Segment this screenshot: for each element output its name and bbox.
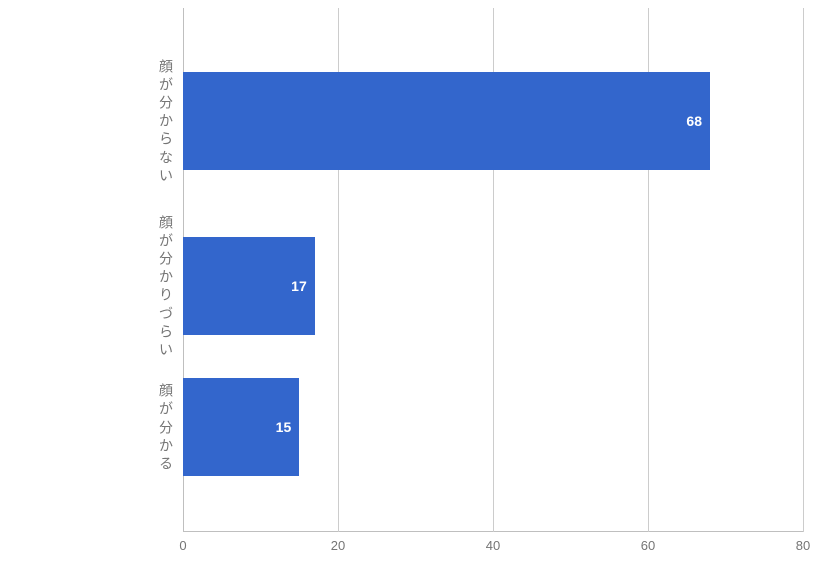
x-tick-label: 80 (796, 538, 810, 553)
bar: 17 (183, 237, 315, 335)
x-tick-label: 60 (641, 538, 655, 553)
bar-value-label: 68 (686, 113, 702, 129)
y-category-label: 顔が分からない (159, 57, 173, 184)
bar-value-label: 15 (276, 419, 292, 435)
y-category-label: 顔が分かりづら い (159, 213, 173, 359)
gridline (803, 8, 804, 532)
plot-area: 02040608068顔が分からない17顔が分かりづら い15顔が分かる (183, 8, 803, 532)
x-tick-label: 40 (486, 538, 500, 553)
bar: 68 (183, 72, 710, 170)
x-tick-label: 0 (179, 538, 186, 553)
chart-container: 0 20 40 60 80 68 顔が分からない 17 顔が分かりづら い 15 顔が分かる (0, 0, 826, 577)
bar: 15 (183, 378, 299, 476)
x-tick-label: 20 (331, 538, 345, 553)
y-category-label: 顔が分かる (159, 382, 173, 473)
bar-value-label: 17 (291, 278, 307, 294)
